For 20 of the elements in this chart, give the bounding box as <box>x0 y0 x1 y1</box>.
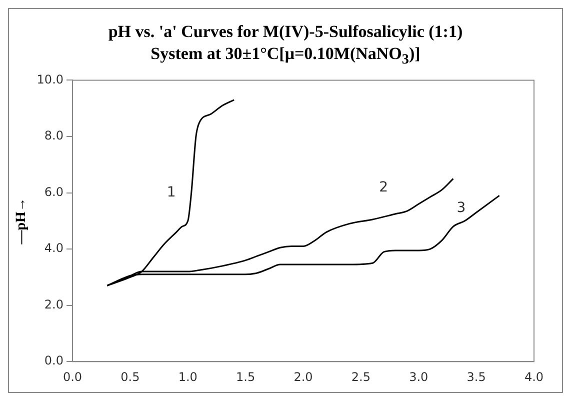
x-tick-label: 3.5 <box>466 370 486 384</box>
y-axis-title: —pH→ <box>14 198 30 246</box>
x-tick-label: 2.5 <box>351 370 370 384</box>
x-tick-label: 4.0 <box>524 370 544 384</box>
series-label: 3 <box>456 200 466 217</box>
x-tick-label: 1.5 <box>236 370 256 384</box>
y-tick-label: 6.0 <box>44 185 64 200</box>
y-tick-label: 0.0 <box>44 354 64 368</box>
series-label: 2 <box>379 180 388 196</box>
x-tick-label: 2.0 <box>294 370 313 384</box>
y-tick-label: 10.0 <box>36 72 64 87</box>
chart-title: pH vs. 'a' Curves for M(IV)-5-Sulfosalicylic (1:1) System at 30±1°C[μ=0.10M(NaNO$_{3}$)] <box>107 21 464 70</box>
x-tick-label: 0.5 <box>120 370 140 384</box>
y-tick-label: 8.0 <box>44 128 64 143</box>
y-tick-label: 4.0 <box>44 242 64 256</box>
x-tick-label: 3.0 <box>409 370 428 384</box>
x-tick-label: 0.0 <box>62 370 82 384</box>
y-tick-label: 2.0 <box>44 298 64 312</box>
series-label: 1 <box>166 184 176 201</box>
x-tick-label: 1.0 <box>178 370 198 384</box>
